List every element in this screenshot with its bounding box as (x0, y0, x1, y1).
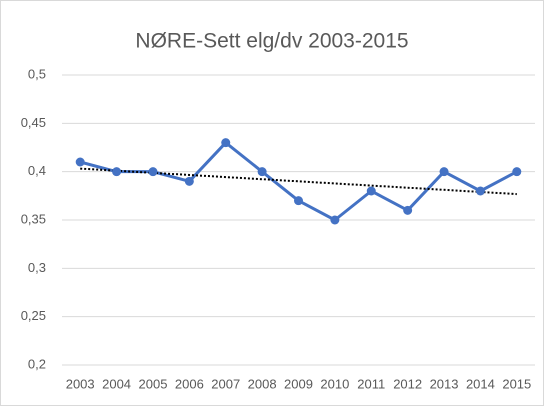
x-tick-label: 2004 (102, 376, 131, 391)
y-tick-label: 0,5 (28, 66, 46, 81)
y-tick-label: 0,35 (21, 211, 46, 226)
data-point (403, 205, 413, 215)
x-tick-label: 2011 (357, 376, 385, 391)
data-point (75, 157, 85, 167)
x-tick-label: 2014 (466, 376, 495, 391)
chart-title: NØRE-Sett elg/dv 2003-2015 (135, 30, 408, 53)
x-tick-label: 2006 (175, 376, 204, 391)
data-point (148, 167, 158, 177)
y-tick-label: 0,2 (28, 356, 46, 371)
x-tick-label: 2008 (248, 376, 277, 391)
x-tick-label: 2015 (502, 376, 531, 391)
data-point (221, 138, 231, 148)
x-tick-label: 2003 (66, 376, 95, 391)
data-point (439, 167, 449, 177)
x-tick-label: 2012 (393, 376, 422, 391)
y-tick-label: 0,3 (28, 260, 46, 275)
y-tick-label: 0,45 (21, 115, 46, 130)
data-point (475, 186, 485, 196)
x-tick-label: 2010 (320, 376, 349, 391)
data-point (330, 215, 340, 225)
y-tick-label: 0,4 (28, 163, 46, 178)
x-tick-label: 2007 (211, 376, 240, 391)
data-point (512, 167, 522, 177)
data-point (366, 186, 376, 196)
x-tick-label: 2009 (284, 376, 313, 391)
y-tick-label: 0,25 (21, 308, 46, 323)
data-point (294, 196, 303, 206)
x-tick-label: 2013 (430, 376, 459, 391)
data-point (184, 176, 194, 186)
data-point (257, 167, 267, 177)
x-tick-label: 2005 (139, 376, 168, 391)
data-point (112, 167, 122, 177)
